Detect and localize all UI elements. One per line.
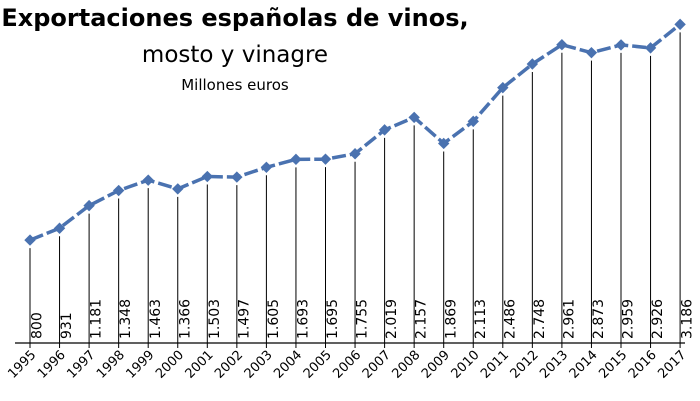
data-label: 2.961 bbox=[561, 299, 577, 339]
data-label: 1.348 bbox=[118, 299, 134, 339]
data-point bbox=[231, 171, 243, 183]
x-tick-label: 2014 bbox=[567, 348, 601, 382]
data-label: 1.755 bbox=[355, 299, 371, 339]
data-point bbox=[674, 18, 686, 31]
x-tick-label: 2013 bbox=[537, 348, 571, 382]
chart-title-line-1: Exportaciones españolas de vinos, bbox=[1, 4, 469, 32]
data-label: 2.748 bbox=[532, 299, 548, 339]
x-tick-label: 2002 bbox=[212, 348, 246, 382]
x-tick-label: 1995 bbox=[5, 348, 39, 382]
data-point bbox=[585, 46, 598, 59]
data-label: 1.693 bbox=[296, 299, 312, 339]
x-tick-label: 1999 bbox=[123, 348, 157, 382]
data-point bbox=[142, 174, 154, 186]
data-label: 1.695 bbox=[325, 299, 341, 339]
x-tick-label: 2005 bbox=[301, 348, 335, 382]
data-point bbox=[83, 199, 95, 212]
data-label: 2.019 bbox=[384, 299, 400, 339]
data-label: 1.181 bbox=[89, 299, 105, 339]
x-tick-label: 2007 bbox=[360, 348, 394, 382]
data-label: 2.157 bbox=[414, 299, 430, 339]
data-point bbox=[319, 153, 332, 165]
data-label: 2.926 bbox=[650, 299, 666, 339]
data-point bbox=[437, 137, 450, 150]
data-label: 1.869 bbox=[443, 299, 459, 339]
x-tick-label: 2017 bbox=[655, 348, 689, 382]
data-point bbox=[290, 153, 302, 166]
chart-title-line-2: mosto y vinagre bbox=[141, 42, 329, 68]
x-tick-label: 1997 bbox=[64, 348, 98, 382]
data-label: 800 bbox=[30, 312, 46, 339]
x-tick-label: 2008 bbox=[389, 348, 423, 382]
x-tick-label: 2016 bbox=[626, 348, 660, 382]
data-point bbox=[467, 115, 479, 128]
x-tick-label: 2004 bbox=[271, 348, 305, 382]
data-point bbox=[526, 58, 539, 70]
data-point bbox=[556, 39, 568, 51]
data-point bbox=[408, 111, 420, 124]
x-tick-label: 2000 bbox=[153, 348, 187, 382]
x-tick-label: 2011 bbox=[478, 348, 512, 382]
data-label: 3.186 bbox=[680, 299, 696, 339]
x-tick-label: 2012 bbox=[508, 348, 542, 382]
data-label: 1.605 bbox=[266, 299, 282, 339]
data-label: 2.959 bbox=[621, 299, 637, 339]
x-tick-label: 2001 bbox=[183, 348, 217, 382]
x-tick-label: 1998 bbox=[94, 348, 128, 382]
chart-subtitle: Millones euros bbox=[181, 76, 289, 94]
x-tick-label: 2009 bbox=[419, 348, 453, 382]
x-tick-label: 1996 bbox=[35, 348, 69, 382]
data-label: 1.503 bbox=[207, 299, 223, 339]
data-point bbox=[378, 124, 391, 136]
data-point bbox=[497, 81, 509, 94]
data-label: 1.366 bbox=[177, 299, 193, 339]
data-point bbox=[644, 42, 657, 54]
data-point bbox=[260, 161, 273, 174]
data-label: 2.486 bbox=[502, 299, 518, 339]
data-label: 2.113 bbox=[473, 299, 489, 339]
data-point bbox=[349, 148, 361, 160]
data-point bbox=[615, 39, 627, 51]
x-tick-label: 2010 bbox=[449, 348, 483, 382]
data-label: 2.873 bbox=[591, 299, 607, 339]
data-label: 1.463 bbox=[148, 299, 164, 339]
data-point bbox=[112, 184, 125, 197]
x-tick-label: 2003 bbox=[242, 348, 276, 382]
data-label: 1.497 bbox=[236, 299, 252, 339]
data-label: 931 bbox=[59, 312, 75, 339]
data-point bbox=[201, 170, 214, 183]
data-point bbox=[24, 234, 36, 246]
data-point bbox=[53, 222, 66, 234]
data-point bbox=[172, 183, 184, 195]
x-tick-label: 2006 bbox=[330, 348, 364, 382]
x-tick-label: 2015 bbox=[596, 348, 630, 382]
